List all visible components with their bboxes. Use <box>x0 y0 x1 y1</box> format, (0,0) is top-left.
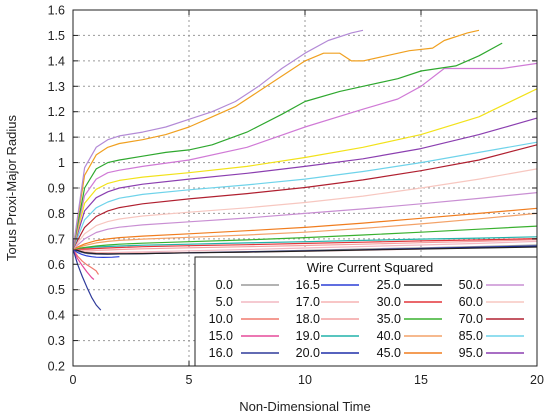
legend-label: 20.0 <box>296 346 320 360</box>
legend-label: 95.0 <box>459 346 483 360</box>
legend-label: 30.0 <box>377 295 401 309</box>
series-line-3 <box>72 248 95 280</box>
series-line-16 <box>72 168 538 250</box>
series-lines <box>72 29 538 311</box>
y-tick-label: 1.2 <box>48 105 65 119</box>
x-tick-label: 5 <box>186 373 193 387</box>
legend-label: 10.0 <box>209 312 233 326</box>
series-line-23 <box>72 29 480 250</box>
y-tick-label: 1 <box>58 156 65 170</box>
series-line-12 <box>72 225 538 250</box>
legend-label: 0.0 <box>216 278 233 292</box>
y-tick-label: 0.5 <box>48 283 65 297</box>
x-tick-label: 20 <box>530 373 544 387</box>
legend-label: 15.0 <box>209 329 233 343</box>
y-tick-label: 0.9 <box>48 182 65 196</box>
x-tick-label: 0 <box>70 373 77 387</box>
y-tick-label: 1.4 <box>48 54 65 68</box>
series-line-20 <box>72 88 538 250</box>
legend-label: 40.0 <box>377 329 401 343</box>
series-line-15 <box>72 192 538 250</box>
y-tick-label: 1.6 <box>48 4 65 18</box>
legend-label: 19.0 <box>296 329 320 343</box>
series-line-18 <box>72 141 538 250</box>
legend-label: 85.0 <box>459 329 483 343</box>
y-tick-label: 1.1 <box>48 131 65 145</box>
legend-label: 45.0 <box>377 346 401 360</box>
legend-label: 25.0 <box>377 278 401 292</box>
y-tick-label: 1.3 <box>48 80 65 94</box>
series-line-5 <box>72 248 120 258</box>
series-line-2 <box>72 248 100 275</box>
series-line-19 <box>72 117 538 250</box>
legend-label: 70.0 <box>459 312 483 326</box>
legend-label: 60.0 <box>459 295 483 309</box>
legend: Wire Current Squared 0.0 5.0 10.0 15.0 16.0 1… <box>194 256 538 367</box>
series-line-8 <box>72 236 538 250</box>
series-line-13 <box>72 212 538 250</box>
y-tick-label: 0.2 <box>48 360 65 374</box>
x-axis-label: Non-Dimensional Time <box>239 399 371 414</box>
legend-title: Wire Current Squared <box>307 260 433 275</box>
y-axis-ticks: 0.2 0.3 0.4 0.5 0.6 0.7 0.8 0.9 1 1.1 1.2 1.3 1.4 1.5… <box>48 4 537 374</box>
series-line-21 <box>72 62 538 250</box>
series-line-17 <box>72 144 538 250</box>
legend-label: 16.5 <box>296 278 320 292</box>
x-tick-label: 10 <box>298 373 312 387</box>
x-tick-label: 15 <box>414 373 428 387</box>
y-axis-label: Torus Proxi-Major Radius <box>4 115 19 261</box>
series-line-22 <box>72 42 503 250</box>
legend-label: 16.0 <box>209 346 233 360</box>
legend-label: 50.0 <box>459 278 483 292</box>
series-line-24 <box>72 29 364 250</box>
legend-label: 18.0 <box>296 312 320 326</box>
legend-label: 5.0 <box>216 295 233 309</box>
series-line-14 <box>72 207 538 250</box>
legend-box <box>194 256 538 367</box>
legend-label: 35.0 <box>377 312 401 326</box>
x-axis-ticks: 0 5 10 15 20 <box>70 10 544 387</box>
legend-label: 17.0 <box>296 295 320 309</box>
y-tick-label: 0.8 <box>48 207 65 221</box>
series-line-7 <box>72 239 538 251</box>
y-tick-label: 0.4 <box>48 309 65 323</box>
series-line-11 <box>73 238 538 250</box>
legend-items: 0.0 5.0 10.0 15.0 16.0 16.5 17.0 18.0 19.0 20.0 25… <box>209 278 524 360</box>
y-tick-label: 0.6 <box>48 258 65 272</box>
y-tick-label: 0.3 <box>48 334 65 348</box>
series-line-10 <box>72 246 538 255</box>
y-tick-label: 0.7 <box>48 232 65 246</box>
y-tick-label: 1.5 <box>48 29 65 43</box>
